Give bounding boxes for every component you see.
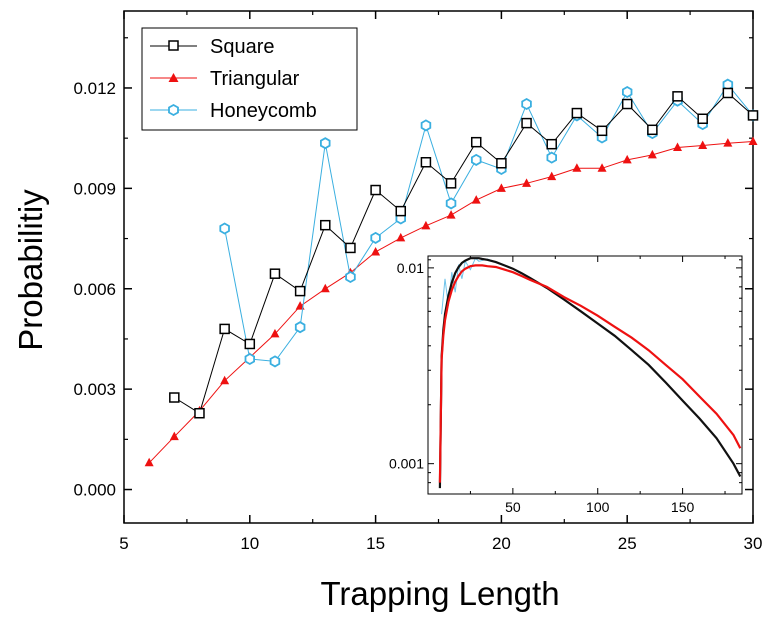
inset-chart: 50 100 150 0.001 0.01 [389, 255, 743, 515]
y-tick-label: 0.012 [73, 79, 116, 98]
inset-y-tick-label: 0.001 [389, 456, 424, 472]
legend: Square Triangular Honeycomb [141, 27, 358, 131]
data-point-triangular [673, 142, 683, 152]
inset-axis-ticks: 50 100 150 0.001 0.01 [389, 256, 742, 515]
data-point-honeycomb [470, 153, 482, 166]
x-tick-label: 20 [492, 534, 511, 553]
legend-label-honeycomb: Honeycomb [210, 100, 317, 122]
inset-series-layer [438, 257, 742, 489]
inset-x-tick-label: 100 [586, 499, 610, 515]
data-point-square [496, 158, 507, 169]
y-tick-label: 0.009 [73, 179, 116, 198]
series-line-honeycomb [224, 83, 754, 362]
data-point-triangular [270, 328, 280, 338]
data-point-triangular [421, 220, 431, 230]
series-line-square [174, 92, 754, 414]
data-point-square [445, 178, 457, 189]
data-point-honeycomb [244, 352, 256, 366]
data-point-square [546, 138, 557, 150]
x-tick-label: 25 [618, 534, 637, 553]
y-tick-label: 0.000 [73, 481, 116, 500]
data-point-square [219, 323, 230, 335]
data-point-honeycomb [345, 270, 356, 284]
x-tick-label: 10 [240, 534, 259, 553]
data-point-square [169, 392, 180, 403]
data-point-triangular [547, 171, 557, 181]
inset-curve-red [438, 264, 742, 483]
data-point-square [345, 242, 356, 254]
data-point-triangular [471, 195, 481, 204]
data-point-triangular [572, 163, 582, 172]
inset-plot-frame [427, 255, 743, 495]
data-point-square [194, 407, 205, 419]
legend-label-triangular: Triangular [210, 68, 300, 90]
data-point-triangular [748, 136, 758, 146]
data-point-triangular [698, 140, 708, 150]
data-point-square [596, 125, 608, 137]
data-point-triangular [597, 163, 607, 172]
data-point-square [672, 91, 683, 102]
data-point-honeycomb [294, 321, 306, 334]
data-point-triangular [622, 154, 632, 164]
data-point-square [395, 205, 407, 217]
data-point-square [722, 87, 734, 99]
data-point-square [294, 285, 306, 297]
x-tick-label: 5 [119, 534, 128, 553]
data-point-triangular [320, 283, 330, 293]
data-point-honeycomb [219, 222, 230, 235]
data-point-honeycomb [319, 137, 331, 150]
data-point-square [244, 338, 256, 350]
legend-label-square: Square [210, 36, 275, 58]
inset-curve-black [438, 257, 742, 489]
data-point-square [621, 98, 633, 110]
y-tick-label: 0.003 [73, 380, 116, 399]
inset-x-tick-label: 150 [671, 499, 695, 515]
data-point-honeycomb [420, 119, 432, 132]
data-point-triangular [371, 246, 381, 256]
y-tick-label: 0.006 [73, 280, 116, 299]
data-point-triangular [220, 375, 230, 385]
data-point-triangular [723, 138, 733, 147]
main-series-layer [144, 78, 759, 467]
data-point-square [571, 107, 583, 119]
data-point-triangular [144, 457, 154, 467]
data-point-square [647, 124, 658, 136]
data-point-square [747, 110, 759, 121]
data-point-honeycomb [370, 231, 381, 244]
data-point-triangular [522, 178, 532, 187]
data-point-square [320, 219, 331, 231]
inset-y-tick-label: 0.01 [397, 260, 424, 276]
inset-x-tick-label: 50 [505, 499, 521, 515]
data-point-square [269, 268, 281, 279]
x-tick-label: 30 [744, 534, 763, 553]
data-point-square [420, 157, 432, 168]
data-point-honeycomb [269, 355, 281, 368]
data-point-honeycomb [546, 151, 557, 164]
data-point-square [521, 117, 532, 129]
data-point-square [470, 136, 482, 148]
data-point-honeycomb [445, 197, 457, 210]
data-point-honeycomb [521, 97, 532, 111]
data-point-square [697, 113, 708, 125]
data-point-triangular [647, 149, 657, 159]
data-point-triangular [396, 232, 406, 242]
legend-marker-triangular-icon [168, 73, 179, 82]
legend-marker-square-icon [168, 40, 179, 51]
x-tick-label: 15 [366, 534, 385, 553]
data-point-honeycomb [622, 85, 633, 99]
data-point-triangular [446, 210, 456, 219]
y-axis-title: Probabilitiy [12, 189, 49, 351]
data-point-square [370, 184, 381, 196]
legend-marker-honeycomb-icon [168, 103, 179, 117]
x-axis-title: Trapping Length [320, 575, 559, 612]
main-axis-ticks: 5 10 15 20 25 30 0.000 0.003 0.006 0.009 0.012 [73, 11, 762, 553]
data-point-triangular [169, 431, 179, 441]
data-point-triangular [496, 183, 506, 192]
